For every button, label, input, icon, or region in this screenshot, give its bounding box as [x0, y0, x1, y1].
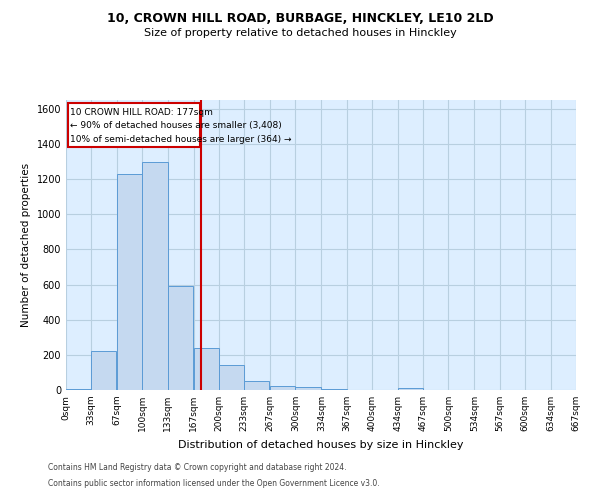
Bar	[117, 174, 142, 390]
Bar	[66, 389, 91, 390]
Text: Size of property relative to detached houses in Hinckley: Size of property relative to detached ho…	[143, 28, 457, 38]
Text: 10% of semi-detached houses are larger (364) →: 10% of semi-detached houses are larger (…	[70, 135, 292, 144]
Text: Contains HM Land Registry data © Crown copyright and database right 2024.: Contains HM Land Registry data © Crown c…	[48, 464, 347, 472]
Text: Contains public sector information licensed under the Open Government Licence v3: Contains public sector information licen…	[48, 478, 380, 488]
Bar	[167, 286, 193, 390]
Bar	[219, 364, 244, 390]
Bar	[244, 381, 269, 390]
Text: 10, CROWN HILL ROAD, BURBAGE, HINCKLEY, LE10 2LD: 10, CROWN HILL ROAD, BURBAGE, HINCKLEY, …	[107, 12, 493, 26]
Bar	[270, 386, 295, 390]
Bar	[91, 352, 116, 390]
Bar	[142, 162, 167, 390]
Text: ← 90% of detached houses are smaller (3,408): ← 90% of detached houses are smaller (3,…	[70, 122, 281, 130]
X-axis label: Distribution of detached houses by size in Hinckley: Distribution of detached houses by size …	[178, 440, 464, 450]
Text: 10 CROWN HILL ROAD: 177sqm: 10 CROWN HILL ROAD: 177sqm	[70, 108, 212, 117]
Bar	[295, 387, 320, 390]
FancyBboxPatch shape	[68, 102, 200, 148]
Bar	[194, 348, 219, 390]
Y-axis label: Number of detached properties: Number of detached properties	[21, 163, 31, 327]
Bar	[398, 388, 423, 390]
